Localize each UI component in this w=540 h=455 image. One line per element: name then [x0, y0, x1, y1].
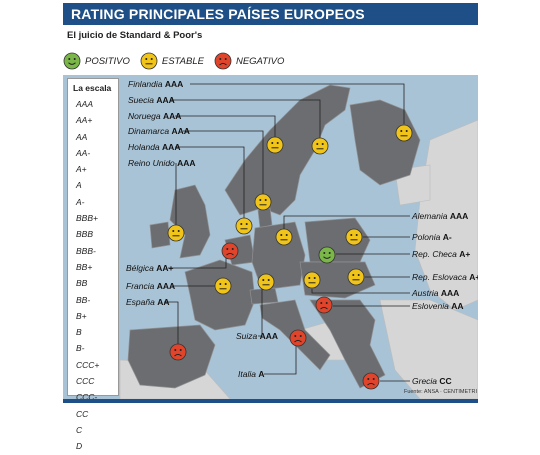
label-polonia: Polonia A- — [412, 232, 452, 242]
leader-holanda — [175, 146, 245, 220]
leader-italia — [264, 345, 297, 375]
legend-item-positive: POSITIVO — [63, 52, 130, 70]
page-title: RATING PRINCIPALES PAÍSES EUROPEOS — [63, 3, 478, 25]
leader-noruega — [175, 115, 276, 138]
neutral-face-icon — [140, 52, 158, 70]
leader-suiza — [258, 289, 263, 337]
leader-alemania — [283, 215, 410, 230]
label-suecia: Suecia AAA — [128, 95, 175, 105]
scale-item: B — [76, 327, 82, 338]
leader-suecia — [170, 99, 321, 140]
face-austria — [303, 271, 321, 289]
face-rep-eslovaca — [347, 268, 365, 286]
label-dinamarca: Dinamarca AAA — [128, 126, 190, 136]
scale-title: La escala — [73, 83, 112, 93]
face-holanda — [235, 217, 253, 235]
scale-item: CCC+ — [76, 359, 100, 370]
outlook-legend: POSITIVO ESTABLE NEGATIVO — [63, 50, 294, 72]
leader-dinamarca — [183, 130, 264, 196]
face-polonia — [345, 228, 363, 246]
leader-belgica — [168, 257, 227, 269]
face-alemania — [275, 228, 293, 246]
label-espana: España AA — [126, 297, 170, 307]
leader-espana — [164, 301, 179, 345]
face-espana — [169, 343, 187, 361]
label-rep-checa: Rep. Checa A+ — [412, 249, 470, 259]
scale-item: AA — [76, 131, 88, 142]
scale-item: A — [76, 180, 82, 191]
label-holanda: Holanda AAA — [128, 142, 180, 152]
scale-item: BB+ — [76, 261, 93, 272]
scale-item: B- — [76, 343, 85, 354]
scale-item: C — [76, 424, 83, 435]
label-finlandia: Finlandia AAA — [128, 79, 183, 89]
label-francia: Francia AAA — [126, 281, 175, 291]
face-noruega — [266, 136, 284, 154]
face-rep-checa — [318, 246, 336, 264]
legend-item-negative: NEGATIVO — [214, 52, 284, 70]
label-austria: Austria AAA — [411, 288, 459, 298]
scale-item: B+ — [76, 310, 87, 321]
face-suiza — [257, 273, 275, 291]
label-alemania: Alemania AAA — [411, 211, 468, 221]
face-finlandia — [395, 124, 413, 142]
scale-item: CC — [76, 408, 89, 419]
scale-item: A+ — [76, 164, 87, 175]
face-eslovenia — [315, 296, 333, 314]
face-belgica — [221, 242, 239, 260]
label-noruega: Noruega AAA — [128, 111, 181, 121]
scale-item: D — [76, 441, 83, 452]
country-labels: Finlandia AAA Suecia AAA Noruega AAA Din… — [126, 79, 478, 386]
scale-item: BB — [76, 278, 88, 289]
source-credit: Fuente: ANSA · CENTIMETRI — [403, 389, 477, 395]
leader-lines — [164, 83, 410, 382]
map-svg: Finlandia AAA Suecia AAA Noruega AAA Din… — [119, 79, 478, 399]
scale-item: AA+ — [76, 115, 93, 126]
legend-label-stable: ESTABLE — [161, 55, 204, 67]
label-belgica: Bélgica AA+ — [126, 263, 174, 273]
label-reino-unido: Reino Unido AAA — [128, 158, 196, 168]
negative-face-icon — [214, 52, 232, 70]
legend-item-stable: ESTABLE — [140, 52, 204, 70]
europe-map: Finlandia AAA Suecia AAA Noruega AAA Din… — [63, 75, 478, 399]
face-italia — [289, 329, 307, 347]
scale-item: BB- — [76, 294, 91, 305]
scale-item: BBB- — [76, 245, 96, 256]
rating-scale: La escala AAA AA+ AA AA- A+ A A- BBB+ BB… — [67, 78, 119, 451]
leader-austria — [311, 289, 410, 294]
label-grecia: Grecia CC — [412, 376, 452, 386]
label-italia: Italia A — [238, 369, 264, 379]
label-suiza: Suiza AAA — [236, 331, 278, 341]
face-suecia — [311, 137, 329, 155]
scale-item: BBB — [76, 229, 94, 240]
scale-item: AA- — [76, 147, 91, 158]
legend-label-positive: POSITIVO — [85, 55, 130, 67]
face-reino-unido — [167, 224, 185, 242]
scale-item: BBB+ — [76, 213, 98, 224]
face-francia — [214, 277, 232, 295]
scale-list: AAA AA+ AA AA- A+ A A- BBB+ BBB BBB- BB+… — [68, 96, 118, 455]
legend-label-negative: NEGATIVO — [235, 55, 285, 67]
scale-item: AAA — [76, 99, 94, 109]
positive-face-icon — [63, 52, 81, 70]
scale-item: CCC — [76, 376, 95, 387]
label-rep-eslovaca: Rep. Eslovaca A+ — [412, 272, 478, 282]
scale-item: A- — [76, 196, 85, 207]
face-grecia — [362, 372, 380, 390]
leader-finlandia — [190, 83, 405, 124]
page-subtitle: El juicio de Standard & Poor's — [67, 30, 203, 41]
bottom-bar — [63, 399, 478, 403]
label-eslovenia: Eslovenia AA — [412, 301, 464, 311]
face-dinamarca — [254, 193, 272, 211]
scale-item: CCC- — [76, 392, 98, 403]
